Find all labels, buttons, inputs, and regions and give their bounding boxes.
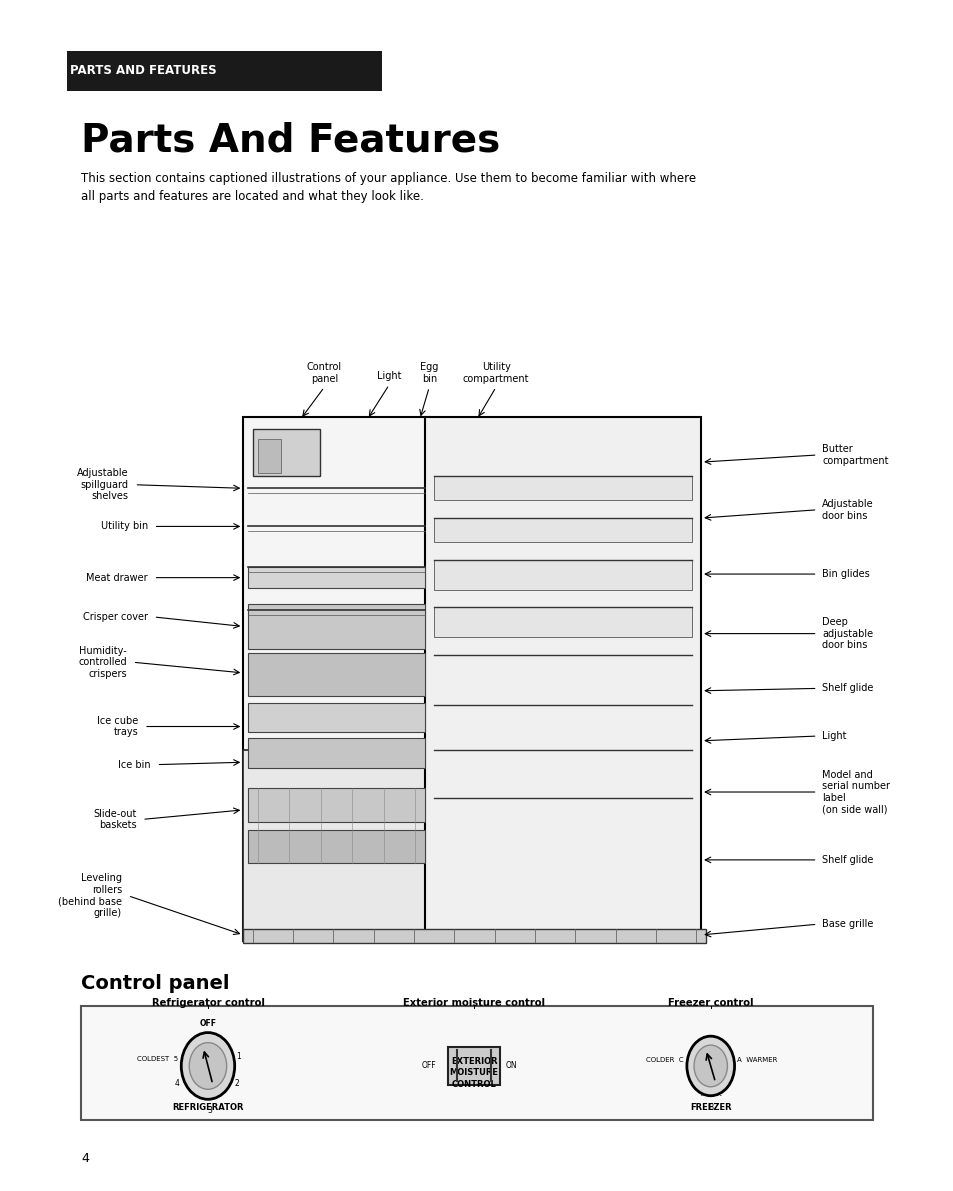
Text: Light: Light (821, 731, 846, 741)
Text: Deep
adjustable
door bins: Deep adjustable door bins (821, 617, 873, 650)
Bar (253, 429, 319, 476)
Text: Parts And Features: Parts And Features (81, 121, 499, 160)
Text: FREEZER: FREEZER (689, 1103, 731, 1112)
Text: COLDEST  5: COLDEST 5 (137, 1055, 178, 1062)
Circle shape (189, 1042, 227, 1090)
Circle shape (693, 1046, 727, 1086)
Text: Ice cube
trays: Ice cube trays (97, 716, 138, 737)
Bar (424, 417, 700, 941)
Text: Adjustable
door bins: Adjustable door bins (821, 499, 873, 520)
Text: Adjustable
spillguard
shelves: Adjustable spillguard shelves (77, 468, 129, 501)
Text: Utility
compartment: Utility compartment (462, 362, 529, 384)
Text: REFRIGERATOR: REFRIGERATOR (172, 1103, 243, 1112)
Bar (248, 738, 424, 768)
Text: .: . (699, 1089, 702, 1098)
Text: Crisper cover: Crisper cover (83, 612, 148, 622)
Text: B: B (707, 1103, 713, 1112)
Bar (257, 439, 281, 473)
Bar (248, 830, 424, 863)
Text: EXTERIOR
MOISTURE
CONTROL: EXTERIOR MOISTURE CONTROL (449, 1058, 498, 1089)
Bar (447, 1047, 499, 1085)
Text: Model and
serial number
label
(on side wall): Model and serial number label (on side w… (821, 769, 889, 815)
Bar (434, 476, 691, 500)
Text: Slide-out
baskets: Slide-out baskets (93, 809, 136, 830)
Text: 4: 4 (81, 1152, 89, 1165)
Text: Exterior moisture control: Exterior moisture control (403, 998, 544, 1008)
Text: 3: 3 (207, 1106, 213, 1116)
Text: Egg
bin: Egg bin (419, 362, 438, 384)
Text: Freezer control: Freezer control (667, 998, 753, 1008)
Bar (243, 417, 429, 941)
Text: 1: 1 (236, 1052, 241, 1061)
Text: Control
panel: Control panel (307, 362, 341, 384)
Text: Light: Light (376, 372, 401, 381)
Text: Humidity-
controlled
crispers: Humidity- controlled crispers (78, 646, 127, 679)
Text: 4: 4 (174, 1079, 179, 1089)
Bar (434, 607, 691, 637)
Circle shape (181, 1033, 234, 1099)
Bar (243, 929, 705, 943)
Bar (248, 703, 424, 732)
Text: COLDER  C: COLDER C (646, 1056, 683, 1064)
Text: Butter
compartment: Butter compartment (821, 444, 888, 466)
Text: Bin glides: Bin glides (821, 569, 869, 579)
Text: .: . (718, 1089, 721, 1098)
Text: ON: ON (505, 1061, 517, 1071)
Text: This section contains captioned illustrations of your appliance. Use them to bec: This section contains captioned illustra… (81, 172, 696, 202)
Bar (248, 653, 424, 696)
Bar (248, 788, 424, 822)
Text: 2: 2 (234, 1079, 239, 1089)
Text: Meat drawer: Meat drawer (86, 573, 148, 582)
Text: OFF: OFF (199, 1018, 216, 1028)
Text: Refrigerator control: Refrigerator control (152, 998, 264, 1008)
Text: A  WARMER: A WARMER (737, 1056, 777, 1064)
Text: Utility bin: Utility bin (100, 522, 148, 531)
Bar (248, 567, 424, 588)
Bar (81, 1006, 872, 1120)
Text: Ice bin: Ice bin (118, 760, 151, 769)
Text: Shelf glide: Shelf glide (821, 855, 873, 865)
Bar (67, 51, 381, 91)
Text: Leveling
rollers
(behind base
grille): Leveling rollers (behind base grille) (58, 873, 122, 918)
Bar (434, 518, 691, 542)
Circle shape (686, 1036, 734, 1096)
Text: PARTS AND FEATURES: PARTS AND FEATURES (70, 64, 216, 77)
Bar (248, 604, 424, 649)
Text: OFF: OFF (421, 1061, 436, 1071)
Text: Shelf glide: Shelf glide (821, 684, 873, 693)
Text: Control panel: Control panel (81, 974, 230, 993)
Bar (243, 750, 429, 941)
Text: Base grille: Base grille (821, 919, 873, 929)
Bar (434, 560, 691, 590)
